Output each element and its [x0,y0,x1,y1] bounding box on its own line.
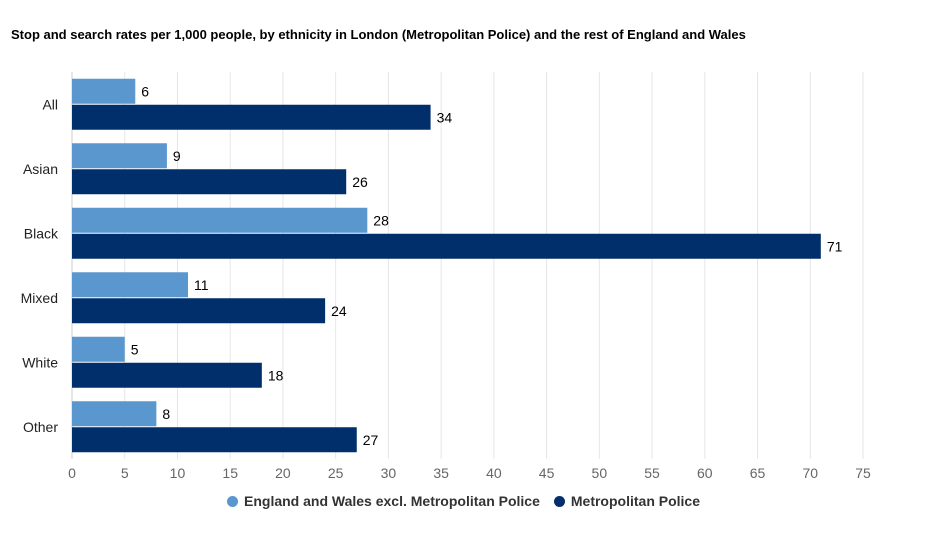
data-label-england-wales-all: 6 [141,83,149,99]
data-label-england-wales-asian: 9 [173,148,181,164]
x-tick-label-70: 70 [802,465,818,481]
bar-metropolitan-asian[interactable] [72,169,347,195]
category-label-black: Black [24,225,59,241]
x-tick-label-20: 20 [275,465,291,481]
data-label-metropolitan-other: 27 [363,432,379,448]
legend-marker-metropolitan [553,495,565,507]
legend-label-metropolitan: Metropolitan Police [570,493,700,509]
bar-england-wales-black[interactable] [72,207,368,233]
bar-england-wales-all[interactable] [72,78,136,104]
category-label-white: White [22,354,58,370]
data-label-england-wales-white: 5 [131,341,139,357]
bar-england-wales-asian[interactable] [72,143,167,169]
data-label-metropolitan-all: 34 [437,109,453,125]
legend-marker-england-wales [227,495,238,507]
x-tick-label-50: 50 [592,465,608,481]
category-label-other: Other [23,419,58,435]
bar-metropolitan-white[interactable] [72,362,262,388]
x-tick-label-30: 30 [381,465,397,481]
chart-title: Stop and search rates per 1,000 people, … [11,27,746,42]
x-tick-label-10: 10 [170,465,186,481]
x-tick-label-60: 60 [697,465,713,481]
x-tick-label-25: 25 [328,465,344,481]
data-label-metropolitan-mixed: 24 [331,303,347,319]
x-tick-label-40: 40 [486,465,502,481]
category-label-asian: Asian [23,161,58,177]
x-tick-label-45: 45 [539,465,555,481]
legend: England and Wales excl. Metropolitan Pol… [0,493,927,509]
bar-metropolitan-mixed[interactable] [72,298,326,324]
x-tick-label-55: 55 [644,465,660,481]
category-label-mixed: Mixed [21,290,58,306]
bar-metropolitan-all[interactable] [72,104,431,130]
legend-item-metropolitan[interactable]: Metropolitan Police [553,493,700,509]
data-label-england-wales-mixed: 11 [194,277,209,293]
bar-england-wales-other[interactable] [72,401,157,427]
data-label-metropolitan-white: 18 [268,367,284,383]
bar-metropolitan-other[interactable] [72,427,357,453]
data-label-england-wales-other: 8 [162,406,170,422]
x-tick-label-5: 5 [121,465,129,481]
x-tick-label-65: 65 [750,465,766,481]
bar-metropolitan-black[interactable] [72,233,821,259]
data-label-metropolitan-asian: 26 [352,174,368,190]
legend-item-england-wales[interactable]: England and Wales excl. Metropolitan Pol… [227,493,540,509]
data-label-metropolitan-black: 71 [827,238,843,254]
category-label-all: All [42,96,58,112]
x-tick-label-0: 0 [68,465,76,481]
x-tick-label-15: 15 [222,465,238,481]
data-label-england-wales-black: 28 [373,212,389,228]
x-tick-label-35: 35 [433,465,449,481]
bar-england-wales-white[interactable] [72,336,125,362]
bar-england-wales-mixed[interactable] [72,272,189,298]
x-tick-label-75: 75 [855,465,871,481]
legend-label-england-wales: England and Wales excl. Metropolitan Pol… [244,493,540,509]
